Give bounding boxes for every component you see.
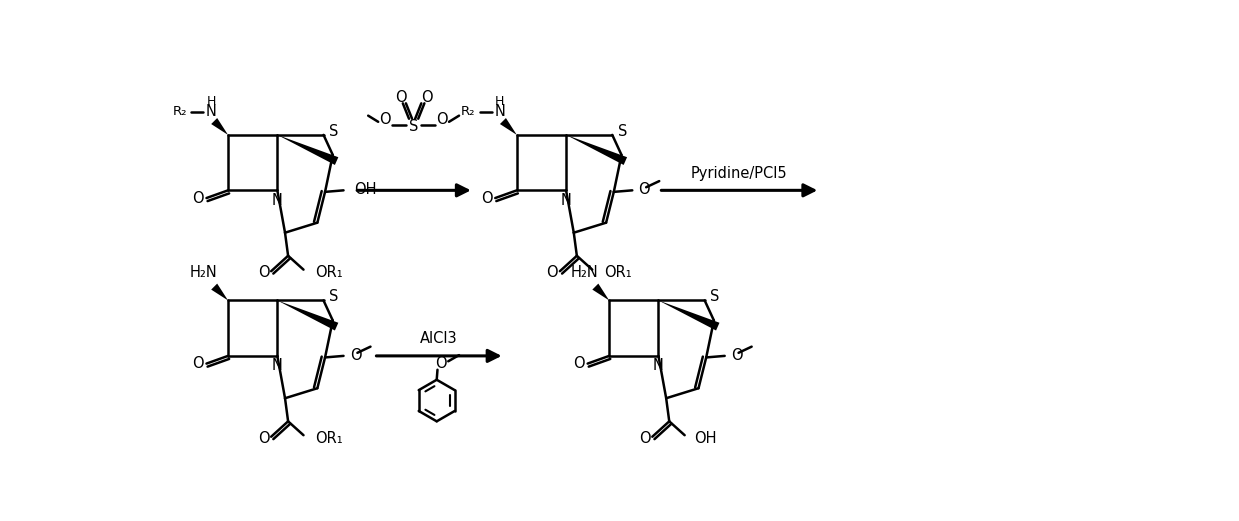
Text: O: O <box>349 348 362 363</box>
Text: O: O <box>379 112 392 127</box>
Polygon shape <box>211 118 228 135</box>
Text: S: S <box>409 119 419 134</box>
Text: N: N <box>206 104 217 119</box>
Text: O: O <box>192 191 204 206</box>
Text: OR₁: OR₁ <box>315 265 343 280</box>
Text: O: O <box>481 191 493 206</box>
Text: H: H <box>207 95 216 108</box>
Text: OH: OH <box>354 182 377 197</box>
Text: O: O <box>395 90 406 105</box>
Text: OH: OH <box>694 431 716 446</box>
Text: AlCl3: AlCl3 <box>420 331 458 346</box>
Text: N: N <box>560 193 571 208</box>
Text: N: N <box>271 358 282 374</box>
Polygon shape <box>592 283 610 301</box>
Text: O: O <box>731 348 742 363</box>
Text: O: O <box>546 265 558 280</box>
Text: O: O <box>574 356 585 371</box>
Text: S: S <box>328 123 338 139</box>
Text: OR₁: OR₁ <box>315 431 343 446</box>
Text: N: N <box>271 193 282 208</box>
Text: O: O <box>639 431 650 446</box>
Text: R₂: R₂ <box>172 105 187 118</box>
Polygon shape <box>566 135 627 165</box>
Text: N: N <box>653 358 664 374</box>
Polygon shape <box>278 135 338 165</box>
Text: OR₁: OR₁ <box>603 265 632 280</box>
Polygon shape <box>278 301 338 330</box>
Text: S: S <box>328 289 338 304</box>
Text: H₂N: H₂N <box>571 265 598 280</box>
Text: R₂: R₂ <box>461 105 476 118</box>
Text: O: O <box>258 265 269 280</box>
Text: O: O <box>436 356 447 371</box>
Text: S: S <box>617 123 627 139</box>
Text: O: O <box>421 90 432 105</box>
Polygon shape <box>211 283 228 301</box>
Text: O: O <box>638 182 650 197</box>
Text: H: H <box>496 95 504 108</box>
Polygon shape <box>658 301 720 330</box>
Text: S: S <box>710 289 720 304</box>
Text: O: O <box>258 431 269 446</box>
Text: O: O <box>192 356 204 371</box>
Text: H₂N: H₂N <box>190 265 217 280</box>
Text: O: O <box>436 112 449 127</box>
Text: Pyridine/PCl5: Pyridine/PCl5 <box>691 166 788 181</box>
Polygon shape <box>501 118 517 135</box>
Text: N: N <box>494 104 506 119</box>
